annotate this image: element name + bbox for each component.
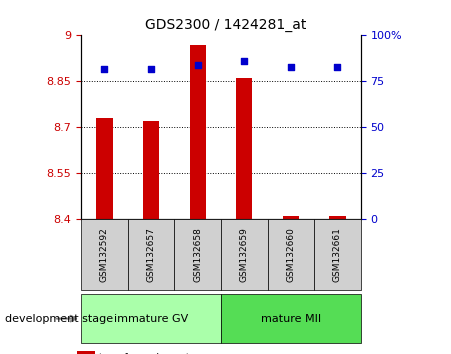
Text: development stage: development stage <box>5 314 113 324</box>
FancyBboxPatch shape <box>128 219 175 290</box>
Text: GSM132659: GSM132659 <box>240 227 249 282</box>
FancyBboxPatch shape <box>267 219 314 290</box>
Text: GSM132657: GSM132657 <box>147 227 156 282</box>
Text: GSM132661: GSM132661 <box>333 227 342 282</box>
Text: transformed count: transformed count <box>99 353 190 354</box>
FancyBboxPatch shape <box>221 219 267 290</box>
FancyBboxPatch shape <box>175 219 221 290</box>
Text: GSM132660: GSM132660 <box>286 227 295 282</box>
FancyBboxPatch shape <box>81 219 128 290</box>
Bar <box>97 118 113 219</box>
FancyBboxPatch shape <box>221 294 361 343</box>
FancyBboxPatch shape <box>81 294 221 343</box>
Bar <box>189 45 206 219</box>
Bar <box>329 216 345 219</box>
Point <box>101 66 108 72</box>
Text: mature MII: mature MII <box>261 314 321 324</box>
Text: GSM132592: GSM132592 <box>100 228 109 282</box>
Bar <box>143 121 159 219</box>
Bar <box>283 216 299 219</box>
Bar <box>77 351 95 354</box>
Text: GSM132658: GSM132658 <box>193 227 202 282</box>
Point <box>147 66 155 72</box>
Point <box>194 62 201 68</box>
Point <box>241 58 248 64</box>
Point <box>334 64 341 69</box>
Point <box>287 64 295 69</box>
Text: immature GV: immature GV <box>114 314 188 324</box>
Bar <box>236 78 253 219</box>
Text: GDS2300 / 1424281_at: GDS2300 / 1424281_at <box>145 18 306 32</box>
FancyBboxPatch shape <box>314 219 361 290</box>
